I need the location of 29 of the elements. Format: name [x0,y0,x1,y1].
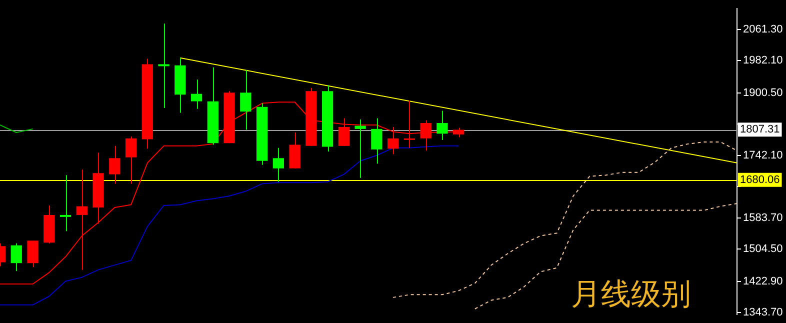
candlestick [420,120,432,152]
ref-line-label: 1680.06 [740,174,780,186]
y-tick-label: 2061.30 [743,23,783,36]
candlestick [240,70,252,130]
candlestick [354,118,366,178]
candlestick [388,126,399,155]
ref-line-label: 1807.31 [740,124,780,136]
candlestick [60,174,72,232]
candlestick [10,242,22,272]
y-tick-label: 1504.50 [743,243,783,256]
candlestick [27,240,38,268]
text: 月线级别 [571,276,691,314]
candlestick [436,110,448,140]
y-tick-label: 1982.10 [743,54,783,67]
candlestick [371,118,382,164]
line-series [474,203,738,310]
y-tick-label: 1343.70 [743,306,783,319]
candlestick [109,145,120,184]
candlestick [272,147,284,182]
y-tick-label: 1742.10 [743,149,783,162]
candlestick [190,79,202,110]
y-tick-label: 1583.70 [743,212,783,224]
candlestick [289,132,300,169]
candlestick [338,118,350,146]
y-tick-label: 1422.90 [743,275,783,288]
candlestick [158,23,170,109]
candlestick [76,169,88,270]
y-tick-label: 1900.50 [743,86,783,99]
candlestick [125,136,137,184]
